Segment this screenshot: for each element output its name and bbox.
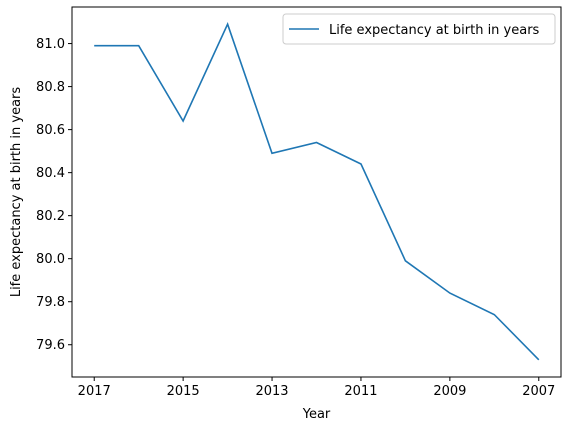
- x-axis-label: Year: [302, 407, 331, 422]
- plot-area: [72, 7, 561, 377]
- x-tick-label: 2013: [255, 384, 288, 399]
- y-axis: 79.6 79.8 80.0 80.2 80.4 80.6 80.8 81.0: [36, 37, 72, 353]
- x-tick-label: 2017: [78, 384, 111, 399]
- x-tick-label: 2015: [167, 384, 200, 399]
- x-tick-label: 2007: [522, 384, 555, 399]
- y-axis-label: Life expectancy at birth in years: [9, 87, 24, 298]
- legend: Life expectancy at birth in years: [283, 14, 555, 44]
- x-axis: 2017 2015 2013 2011 2009 2007: [78, 377, 556, 399]
- y-tick-label: 79.8: [36, 295, 65, 310]
- y-tick-label: 80.6: [36, 123, 65, 138]
- legend-entry: Life expectancy at birth in years: [329, 23, 540, 38]
- y-tick-label: 80.8: [36, 80, 65, 95]
- y-tick-label: 80.2: [36, 209, 65, 224]
- y-tick-label: 81.0: [36, 37, 65, 52]
- x-tick-label: 2009: [433, 384, 466, 399]
- y-tick-label: 80.4: [36, 166, 65, 181]
- y-tick-label: 79.6: [36, 338, 65, 353]
- y-tick-label: 80.0: [36, 252, 65, 267]
- x-tick-label: 2011: [344, 384, 377, 399]
